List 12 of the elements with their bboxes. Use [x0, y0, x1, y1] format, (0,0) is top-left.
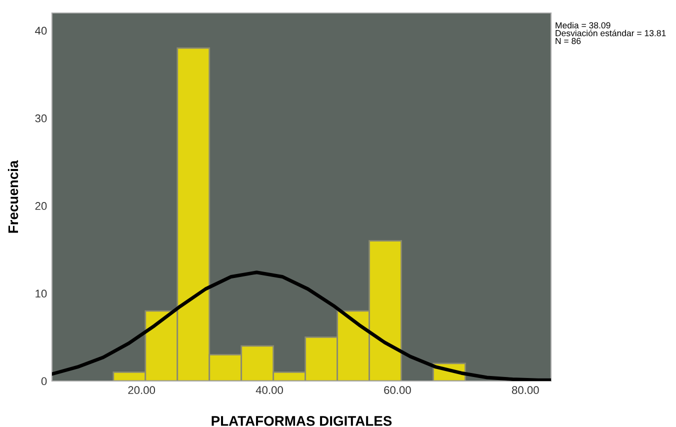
- x-tick-label: 60.00: [384, 386, 411, 394]
- x-tick-label: 20.00: [128, 386, 156, 394]
- x-tick-label: 80.00: [512, 386, 539, 394]
- x-tick-label: 40.00: [256, 386, 283, 394]
- y-tick-label: 30: [35, 114, 47, 122]
- y-axis-title: Frecuencia: [8, 160, 18, 233]
- y-tick-label: 10: [36, 290, 47, 298]
- y-tick-label: 0: [41, 377, 47, 386]
- text: Media = 38.09 Desviación estándar = 13.81 N = 86: [556, 22, 666, 44]
- x-axis-title: PLATAFORMAS DIGITALES: [212, 416, 392, 426]
- y-tick-label: 20: [35, 202, 47, 210]
- y-tick-label: 40: [35, 26, 47, 35]
